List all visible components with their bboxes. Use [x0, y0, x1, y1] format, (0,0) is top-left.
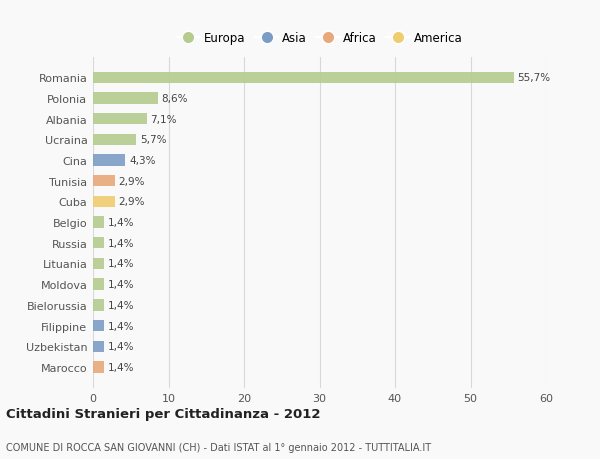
- Bar: [93, 238, 104, 249]
- Text: 1,4%: 1,4%: [107, 300, 134, 310]
- Bar: [93, 114, 146, 125]
- Bar: [93, 362, 104, 373]
- Bar: [93, 93, 158, 104]
- Text: 1,4%: 1,4%: [107, 321, 134, 331]
- Bar: [93, 196, 115, 207]
- Text: 1,4%: 1,4%: [107, 280, 134, 290]
- Bar: [93, 258, 104, 269]
- Bar: [93, 134, 136, 146]
- Text: 1,4%: 1,4%: [107, 341, 134, 352]
- Text: 1,4%: 1,4%: [107, 218, 134, 228]
- Bar: [93, 155, 125, 166]
- Bar: [93, 279, 104, 290]
- Bar: [93, 217, 104, 228]
- Text: 2,9%: 2,9%: [119, 197, 145, 207]
- Text: COMUNE DI ROCCA SAN GIOVANNI (CH) - Dati ISTAT al 1° gennaio 2012 - TUTTITALIA.I: COMUNE DI ROCCA SAN GIOVANNI (CH) - Dati…: [6, 442, 431, 452]
- Text: 5,7%: 5,7%: [140, 135, 166, 145]
- Text: 1,4%: 1,4%: [107, 259, 134, 269]
- Bar: [93, 73, 514, 84]
- Text: 7,1%: 7,1%: [151, 114, 177, 124]
- Text: 1,4%: 1,4%: [107, 362, 134, 372]
- Text: Cittadini Stranieri per Cittadinanza - 2012: Cittadini Stranieri per Cittadinanza - 2…: [6, 407, 320, 420]
- Bar: [93, 300, 104, 311]
- Text: 4,3%: 4,3%: [129, 156, 156, 166]
- Legend: Europa, Asia, Africa, America: Europa, Asia, Africa, America: [172, 27, 467, 49]
- Text: 55,7%: 55,7%: [517, 73, 550, 83]
- Text: 2,9%: 2,9%: [119, 176, 145, 186]
- Bar: [93, 176, 115, 187]
- Bar: [93, 341, 104, 352]
- Text: 1,4%: 1,4%: [107, 238, 134, 248]
- Bar: [93, 320, 104, 331]
- Text: 8,6%: 8,6%: [162, 94, 188, 104]
